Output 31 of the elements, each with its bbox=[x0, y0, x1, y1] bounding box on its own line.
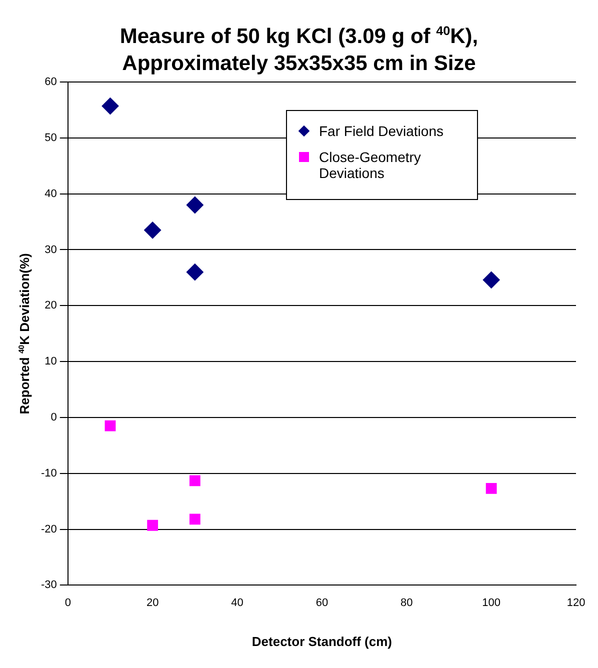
chart-title: Measure of 50 kg KCl (3.09 g of $^{40}$K), Approximately 35x35x35 cm in Size bbox=[118, 23, 480, 77]
x-axis-title: Detector Standoff (cm) bbox=[252, 634, 392, 649]
x-tick-label: 100 bbox=[482, 596, 500, 609]
y-tick-label: 10 bbox=[44, 356, 57, 368]
point bbox=[486, 483, 497, 494]
y-tick-label: 20 bbox=[44, 300, 57, 312]
point bbox=[186, 196, 204, 214]
x-tick-label: 20 bbox=[146, 596, 159, 609]
legend-label: Close-Geometry Deviations bbox=[319, 149, 422, 181]
point bbox=[186, 264, 204, 281]
y-tick-label: 60 bbox=[44, 76, 57, 88]
point bbox=[482, 271, 500, 288]
x-tick-label: 40 bbox=[231, 596, 244, 609]
point bbox=[189, 475, 200, 486]
x-tick-label: 0 bbox=[64, 596, 71, 609]
y-tick-label: -30 bbox=[40, 579, 57, 592]
y-tick-label: 50 bbox=[44, 132, 57, 144]
point bbox=[147, 520, 158, 531]
y-tick-label: 0 bbox=[50, 412, 57, 424]
point bbox=[189, 514, 200, 525]
y-tick-label: 40 bbox=[44, 188, 57, 200]
point bbox=[104, 420, 116, 432]
y-tick-label: -20 bbox=[40, 523, 57, 536]
x-tick-label: 120 bbox=[566, 596, 586, 609]
y-tick-label: 30 bbox=[44, 244, 57, 256]
x-tick-label: 60 bbox=[316, 596, 328, 609]
legend-label: Far Field Deviations bbox=[319, 123, 444, 139]
point bbox=[102, 98, 119, 115]
point bbox=[144, 222, 162, 239]
y-tick-label: -10 bbox=[40, 467, 57, 480]
x-tick-label: 80 bbox=[400, 596, 413, 609]
